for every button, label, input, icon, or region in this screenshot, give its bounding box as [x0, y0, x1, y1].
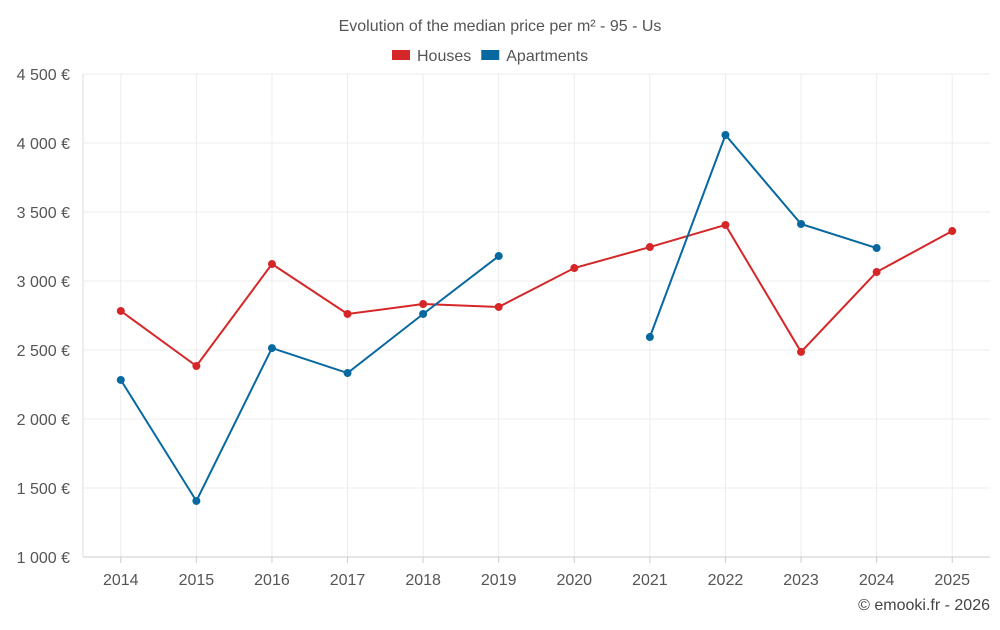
data-point-apartments — [343, 369, 352, 378]
legend-swatch — [481, 50, 500, 60]
data-point-houses — [797, 347, 806, 356]
data-point-houses — [192, 362, 201, 371]
series-line-apartments — [648, 133, 877, 338]
x-tick-label: 2017 — [330, 572, 366, 589]
x-tick-label: 2022 — [708, 572, 744, 589]
data-point-apartments — [267, 344, 276, 353]
y-tick-label: 3 000 € — [17, 274, 70, 291]
x-tick-label: 2016 — [254, 572, 290, 589]
x-tick-label: 2025 — [934, 572, 970, 589]
data-point-apartments — [116, 375, 125, 384]
data-point-houses — [267, 260, 276, 269]
data-point-apartments — [419, 309, 428, 318]
y-tick-label: 3 500 € — [17, 205, 70, 222]
series-group — [116, 130, 957, 505]
data-point-houses — [116, 306, 125, 315]
x-tick-label: 2015 — [179, 572, 215, 589]
x-tick-label: 2014 — [103, 572, 139, 589]
data-point-houses — [872, 268, 881, 277]
data-point-houses — [645, 243, 654, 252]
data-point-houses — [721, 220, 730, 229]
y-tick-label: 2 500 € — [17, 343, 70, 360]
legend: Houses Apartments — [392, 48, 588, 65]
data-point-houses — [419, 300, 428, 309]
data-point-apartments — [797, 220, 806, 229]
data-point-apartments — [645, 333, 654, 342]
y-tick-label: 4 500 € — [17, 67, 70, 84]
credit-text: © emooki.fr - 2026 — [858, 597, 990, 614]
data-point-apartments — [192, 496, 201, 505]
x-tick-label: 2019 — [481, 572, 517, 589]
legend-label: Apartments — [506, 48, 588, 65]
x-tick-label: 2023 — [783, 572, 819, 589]
chart-title: Evolution of the median price per m² - 9… — [339, 18, 662, 35]
data-point-houses — [570, 264, 579, 273]
data-point-apartments — [721, 130, 730, 139]
data-point-houses — [494, 302, 503, 311]
series-houses — [116, 220, 957, 371]
data-point-apartments — [872, 244, 881, 253]
x-tick-label: 2024 — [859, 572, 895, 589]
y-tick-label: 1 000 € — [17, 550, 70, 567]
axes: 1 000 € 1 500 € 2 000 € 2 500 € 3 000 € 3 500… — [17, 67, 990, 589]
legend-swatch — [392, 50, 410, 60]
x-tick-label: 2021 — [632, 572, 668, 589]
data-point-houses — [343, 309, 352, 318]
y-tick-label: 4 000 € — [17, 136, 70, 153]
y-tick-label: 1 500 € — [17, 481, 70, 498]
x-tick-label: 2020 — [556, 572, 592, 589]
series-line-houses — [120, 223, 953, 368]
grid — [83, 73, 990, 558]
data-point-houses — [948, 227, 957, 236]
legend-label: Houses — [417, 48, 471, 65]
x-tick-label: 2018 — [405, 572, 441, 589]
series-line-apartments — [119, 255, 500, 504]
series-apartments — [116, 130, 881, 505]
y-tick-label: 2 000 € — [17, 412, 70, 429]
data-point-apartments — [494, 252, 503, 261]
